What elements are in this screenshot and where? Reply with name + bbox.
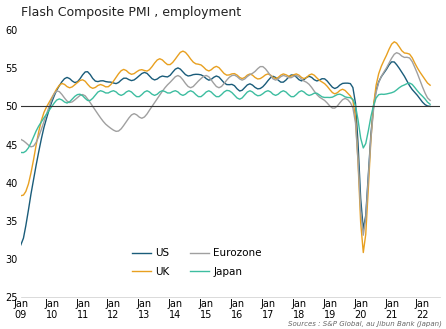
Legend: US, UK, Eurozone, Japan: US, UK, Eurozone, Japan: [128, 244, 266, 281]
Line: UK: UK: [21, 42, 430, 253]
Line: Eurozone: Eurozone: [21, 53, 430, 235]
Line: Japan: Japan: [21, 83, 430, 153]
Text: Flash Composite PMI , employment: Flash Composite PMI , employment: [21, 6, 241, 18]
Line: US: US: [21, 62, 430, 245]
Text: Sources : S&P Global, au Jibun Bank (Japan): Sources : S&P Global, au Jibun Bank (Jap…: [288, 321, 442, 327]
